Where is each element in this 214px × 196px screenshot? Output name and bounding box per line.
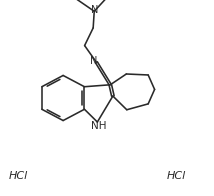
Text: HCl: HCl <box>9 171 28 181</box>
Text: N: N <box>90 56 98 66</box>
Text: HCl: HCl <box>167 171 186 181</box>
Text: NH: NH <box>91 121 106 131</box>
Text: N: N <box>91 5 99 15</box>
